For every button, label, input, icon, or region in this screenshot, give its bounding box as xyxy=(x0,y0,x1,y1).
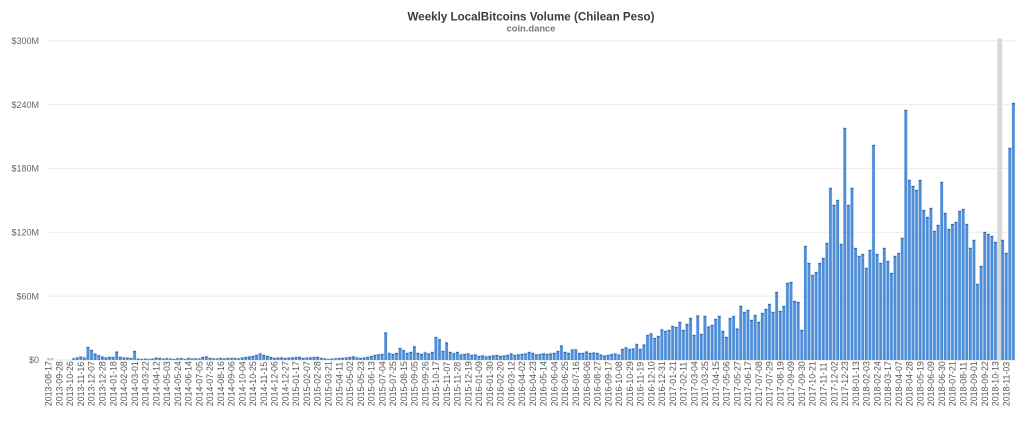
svg-text:2018-05-19: 2018-05-19 xyxy=(915,361,925,406)
svg-text:Weekly LocalBitcoins Volume (C: Weekly LocalBitcoins Volume (Chilean Pes… xyxy=(408,11,655,24)
svg-text:2017-11-11: 2017-11-11 xyxy=(818,362,828,406)
svg-text:2018-02-24: 2018-02-24 xyxy=(872,361,882,406)
svg-text:2016-01-30: 2016-01-30 xyxy=(485,361,495,406)
svg-text:2018-04-07: 2018-04-07 xyxy=(894,361,904,406)
svg-text:2016-11-19: 2016-11-19 xyxy=(636,362,646,406)
svg-text:2018-02-03: 2018-02-03 xyxy=(862,361,872,406)
svg-text:2017-06-17: 2017-06-17 xyxy=(743,361,753,406)
svg-text:2013-08-17: 2013-08-17 xyxy=(44,361,54,406)
svg-text:2014-09-06: 2014-09-06 xyxy=(227,361,237,406)
svg-text:2014-06-14: 2014-06-14 xyxy=(184,361,194,406)
svg-text:2014-03-22: 2014-03-22 xyxy=(141,361,151,406)
svg-text:2013-11-16: 2013-11-16 xyxy=(76,362,86,406)
svg-text:2016-04-02: 2016-04-02 xyxy=(517,361,527,406)
svg-text:2018-10-13: 2018-10-13 xyxy=(991,361,1001,406)
svg-text:2014-10-04: 2014-10-04 xyxy=(237,361,247,406)
svg-text:$120M: $120M xyxy=(11,228,39,238)
svg-text:2017-03-25: 2017-03-25 xyxy=(700,361,710,406)
svg-text:2017-01-21: 2017-01-21 xyxy=(668,361,678,406)
svg-text:2017-12-02: 2017-12-02 xyxy=(829,361,839,406)
svg-text:2018-08-11: 2018-08-11 xyxy=(958,362,968,406)
svg-text:coin.dance: coin.dance xyxy=(507,23,556,34)
svg-text:2016-12-31: 2016-12-31 xyxy=(657,361,667,406)
svg-text:2014-08-16: 2014-08-16 xyxy=(216,361,226,406)
svg-text:2017-02-11: 2017-02-11 xyxy=(679,362,689,406)
svg-text:2014-05-03: 2014-05-03 xyxy=(162,361,172,406)
svg-text:2014-02-08: 2014-02-08 xyxy=(119,361,129,406)
svg-text:$240M: $240M xyxy=(11,100,39,110)
svg-text:2016-02-20: 2016-02-20 xyxy=(496,361,506,406)
svg-text:2015-07-04: 2015-07-04 xyxy=(377,361,387,406)
svg-text:2017-05-27: 2017-05-27 xyxy=(732,361,742,406)
svg-text:2018-09-22: 2018-09-22 xyxy=(980,361,990,406)
svg-text:2017-04-15: 2017-04-15 xyxy=(711,361,721,406)
svg-text:$0: $0 xyxy=(29,355,39,365)
svg-text:2018-06-30: 2018-06-30 xyxy=(937,361,947,406)
svg-text:2015-03-21: 2015-03-21 xyxy=(323,361,333,406)
svg-text:2017-05-06: 2017-05-06 xyxy=(722,361,732,406)
svg-text:2015-05-02: 2015-05-02 xyxy=(345,361,355,406)
svg-text:2018-09-01: 2018-09-01 xyxy=(969,361,979,406)
svg-text:2015-09-26: 2015-09-26 xyxy=(420,361,430,406)
svg-text:$60M: $60M xyxy=(16,291,39,301)
svg-text:2015-11-28: 2015-11-28 xyxy=(453,362,463,406)
svg-text:2016-06-25: 2016-06-25 xyxy=(560,361,570,406)
svg-text:2016-09-17: 2016-09-17 xyxy=(603,361,613,406)
svg-text:2015-07-25: 2015-07-25 xyxy=(388,361,398,406)
svg-text:2016-05-14: 2016-05-14 xyxy=(539,361,549,406)
svg-text:2017-09-30: 2017-09-30 xyxy=(797,361,807,406)
svg-text:2016-12-10: 2016-12-10 xyxy=(646,361,656,406)
svg-text:2018-03-17: 2018-03-17 xyxy=(883,361,893,406)
svg-text:2016-03-12: 2016-03-12 xyxy=(506,361,516,406)
svg-text:2017-12-23: 2017-12-23 xyxy=(840,361,850,406)
svg-text:2015-04-11: 2015-04-11 xyxy=(334,362,344,406)
svg-text:2016-08-06: 2016-08-06 xyxy=(582,361,592,406)
svg-text:2017-08-19: 2017-08-19 xyxy=(775,361,785,406)
svg-text:2016-08-27: 2016-08-27 xyxy=(593,361,603,406)
svg-text:2014-07-26: 2014-07-26 xyxy=(205,361,215,406)
svg-text:2016-10-29: 2016-10-29 xyxy=(625,361,635,406)
svg-text:2013-09-28: 2013-09-28 xyxy=(54,361,64,406)
svg-text:$300M: $300M xyxy=(11,36,39,46)
svg-text:2017-10-21: 2017-10-21 xyxy=(808,361,818,406)
svg-text:2018-11-03: 2018-11-03 xyxy=(1001,362,1011,406)
svg-text:2016-07-16: 2016-07-16 xyxy=(571,361,581,406)
svg-text:2016-04-23: 2016-04-23 xyxy=(528,361,538,406)
svg-text:2015-06-13: 2015-06-13 xyxy=(367,361,377,406)
svg-text:2014-03-01: 2014-03-01 xyxy=(130,361,140,406)
svg-text:2013-10-26: 2013-10-26 xyxy=(65,361,75,406)
svg-text:2018-06-09: 2018-06-09 xyxy=(926,361,936,406)
svg-text:2015-12-19: 2015-12-19 xyxy=(463,361,473,406)
svg-text:2015-10-17: 2015-10-17 xyxy=(431,361,441,406)
svg-text:2015-11-07: 2015-11-07 xyxy=(442,362,452,406)
svg-text:$180M: $180M xyxy=(11,164,39,174)
svg-text:2014-11-15: 2014-11-15 xyxy=(259,362,269,406)
svg-text:2013-12-28: 2013-12-28 xyxy=(98,361,108,406)
svg-text:2015-02-28: 2015-02-28 xyxy=(313,361,323,406)
svg-text:2016-10-08: 2016-10-08 xyxy=(614,361,624,406)
svg-text:2015-09-05: 2015-09-05 xyxy=(410,361,420,406)
svg-text:2014-01-18: 2014-01-18 xyxy=(108,361,118,406)
svg-text:2017-09-09: 2017-09-09 xyxy=(786,361,796,406)
svg-text:2016-01-09: 2016-01-09 xyxy=(474,361,484,406)
svg-text:2018-07-21: 2018-07-21 xyxy=(948,361,958,406)
svg-text:2015-08-15: 2015-08-15 xyxy=(399,361,409,406)
svg-text:2015-02-07: 2015-02-07 xyxy=(302,361,312,406)
svg-text:2013-12-07: 2013-12-07 xyxy=(87,361,97,406)
svg-text:2014-12-06: 2014-12-06 xyxy=(270,361,280,406)
svg-text:2015-01-17: 2015-01-17 xyxy=(291,361,301,406)
svg-text:2018-04-28: 2018-04-28 xyxy=(905,361,915,406)
svg-text:2017-07-29: 2017-07-29 xyxy=(765,361,775,406)
svg-text:2018-01-13: 2018-01-13 xyxy=(851,361,861,406)
svg-text:2015-05-23: 2015-05-23 xyxy=(356,361,366,406)
svg-text:2017-07-08: 2017-07-08 xyxy=(754,361,764,406)
svg-text:2014-04-12: 2014-04-12 xyxy=(151,361,161,406)
svg-text:2017-03-04: 2017-03-04 xyxy=(689,361,699,406)
svg-text:2014-12-27: 2014-12-27 xyxy=(280,361,290,406)
svg-text:2016-06-04: 2016-06-04 xyxy=(549,361,559,406)
svg-text:2014-10-25: 2014-10-25 xyxy=(248,361,258,406)
svg-text:2014-05-24: 2014-05-24 xyxy=(173,361,183,406)
svg-text:2014-07-05: 2014-07-05 xyxy=(194,361,204,406)
